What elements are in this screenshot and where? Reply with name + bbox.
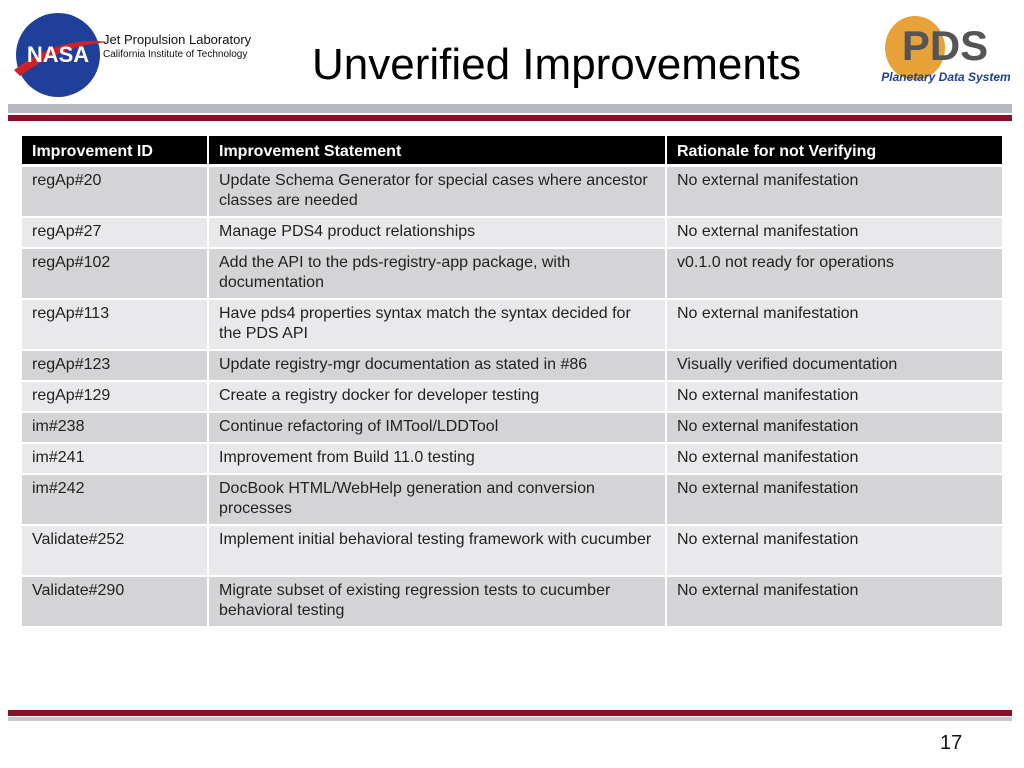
table-cell: v0.1.0 not ready for operations (667, 249, 1002, 298)
header-cell: Improvement Statement (209, 136, 665, 164)
header-rule-gray (8, 104, 1012, 113)
table-cell: No external manifestation (667, 475, 1002, 524)
table-cell: No external manifestation (667, 444, 1002, 473)
table-cell: No external manifestation (667, 413, 1002, 442)
pds-logo-disc (885, 16, 945, 80)
table-cell: regAp#27 (22, 218, 207, 247)
nasa-swoosh (14, 40, 108, 76)
table-cell: regAp#113 (22, 300, 207, 349)
slide-title: Unverified Improvements (312, 40, 802, 89)
table-cell: regAp#123 (22, 351, 207, 380)
table-cell: Manage PDS4 product relationships (209, 218, 665, 247)
header-rule-red (8, 115, 1012, 121)
table-cell: No external manifestation (667, 218, 1002, 247)
org-line1: Jet Propulsion Laboratory (103, 32, 252, 47)
table-cell: Create a registry docker for developer t… (209, 382, 665, 411)
table-cell: im#238 (22, 413, 207, 442)
table-cell: regAp#129 (22, 382, 207, 411)
table-cell: Continue refactoring of IMTool/LDDTool (209, 413, 665, 442)
footer-rule-red (8, 710, 1012, 716)
table-cell: im#241 (22, 444, 207, 473)
table-cell: Update registry-mgr documentation as sta… (209, 351, 665, 380)
table-cell: No external manifestation (667, 167, 1002, 216)
table-cell: Implement initial behavioral testing fra… (209, 526, 665, 575)
table-cell: No external manifestation (667, 577, 1002, 626)
table-cell: im#242 (22, 475, 207, 524)
page-number: 17 (940, 732, 963, 754)
table-cell: Migrate subset of existing regression te… (209, 577, 665, 626)
table-cell: Update Schema Generator for special case… (209, 167, 665, 216)
table-cell: DocBook HTML/WebHelp generation and conv… (209, 475, 665, 524)
table-cell: regAp#20 (22, 167, 207, 216)
table-cell: Validate#252 (22, 526, 207, 575)
table-cell: Add the API to the pds-registry-app pack… (209, 249, 665, 298)
table-cell: No external manifestation (667, 300, 1002, 349)
pds-logo-sub: Planetary Data System (881, 70, 1011, 84)
table-cell: No external manifestation (667, 382, 1002, 411)
table-cell: Visually verified documentation (667, 351, 1002, 380)
header-cell: Rationale for not Verifying (667, 136, 1002, 164)
footer-rule-gray (8, 717, 1012, 721)
table-cell: No external manifestation (667, 526, 1002, 575)
header-cell: Improvement ID (22, 136, 207, 164)
table-cell: Validate#290 (22, 577, 207, 626)
table-cell: Have pds4 properties syntax match the sy… (209, 300, 665, 349)
table-cell: regAp#102 (22, 249, 207, 298)
org-line2: California Institute of Technology (103, 49, 248, 60)
nasa-logo-disc (16, 13, 100, 97)
table-cell: Improvement from Build 11.0 testing (209, 444, 665, 473)
pds-logo-text: PDS (902, 22, 988, 69)
nasa-logo-text: NASA (27, 42, 89, 67)
